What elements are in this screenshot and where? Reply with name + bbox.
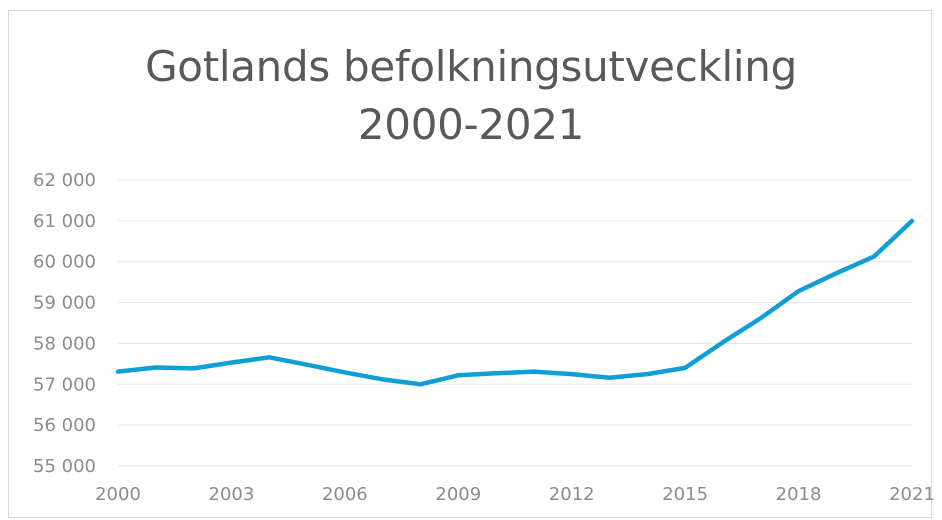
x-tick-label: 2009	[435, 484, 481, 505]
x-tick-label: 2000	[95, 484, 141, 505]
y-tick-label: 62 000	[33, 170, 96, 191]
chart-frame	[8, 10, 932, 518]
series-line	[115, 218, 915, 387]
x-tick-label: 2006	[322, 484, 368, 505]
chart-title: Gotlands befolkningsutveckling	[145, 42, 797, 91]
x-tick-label: 2012	[549, 484, 595, 505]
y-tick-label: 57 000	[33, 374, 96, 395]
x-tick-label: 2018	[776, 484, 822, 505]
y-tick-label: 56 000	[33, 415, 96, 436]
y-tick-label: 58 000	[33, 333, 96, 354]
y-tick-label: 61 000	[33, 211, 96, 232]
y-tick-label: 60 000	[33, 252, 96, 273]
x-tick-label: 2003	[209, 484, 255, 505]
y-tick-label: 59 000	[33, 293, 96, 314]
x-tick-label: 2021	[889, 484, 935, 505]
x-tick-label: 2015	[662, 484, 708, 505]
y-tick-label: 55 000	[33, 456, 96, 477]
chart-subtitle: 2000-2021	[357, 100, 585, 149]
